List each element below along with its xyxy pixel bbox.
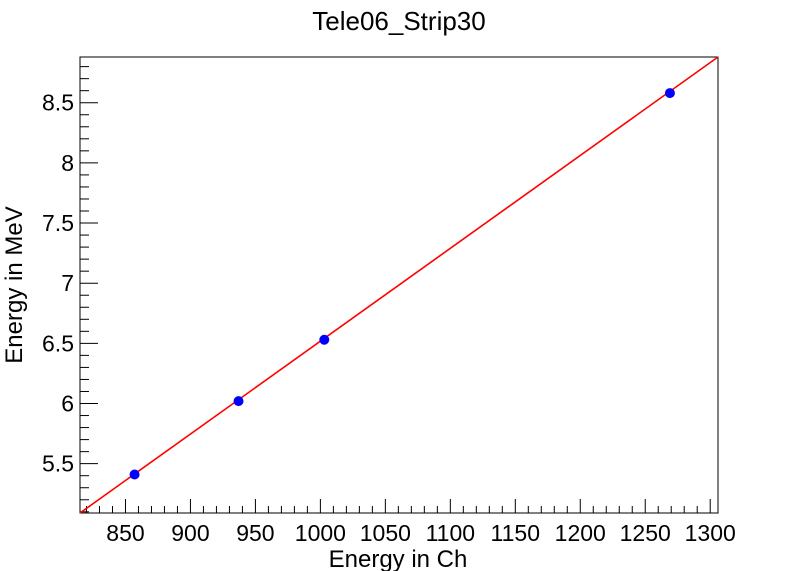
y-tick-label: 6: [61, 391, 74, 417]
x-axis-title: Energy in Ch: [329, 546, 468, 571]
plot-frame: [79, 56, 719, 514]
y-tick-label: 6.5: [42, 330, 74, 356]
y-tick-label: 8: [61, 150, 74, 176]
x-tick-label: 900: [171, 520, 209, 546]
y-tick-label: 8.5: [42, 90, 74, 116]
data-point: [129, 469, 140, 480]
x-tick-label: 1100: [426, 520, 475, 546]
x-tick-label: 1300: [685, 520, 736, 546]
y-tick-label: 5.5: [42, 451, 74, 477]
x-tick-label: 850: [106, 520, 144, 546]
chart-title: Tele06_Strip30: [312, 6, 486, 36]
y-tick-label: 7.5: [42, 210, 74, 236]
x-tick-label: 1250: [620, 520, 671, 546]
data-point: [664, 88, 675, 99]
x-tick-label: 1150: [491, 520, 540, 546]
y-tick-label: 7: [61, 270, 74, 296]
x-tick-label: 950: [236, 520, 274, 546]
x-tick-label: 1050: [360, 520, 411, 546]
data-point: [233, 396, 244, 407]
fit-line: [79, 56, 719, 514]
x-tick-label: 1000: [295, 520, 346, 546]
data-point: [319, 334, 330, 345]
y-axis-title: Energy in MeV: [1, 206, 28, 363]
x-tick-label: 1200: [555, 520, 606, 546]
